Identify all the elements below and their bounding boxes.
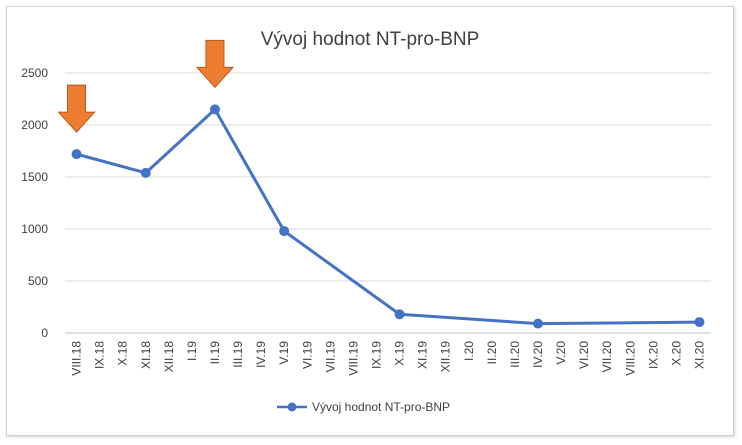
x-tick-label: XI.19 <box>416 341 430 369</box>
x-tick-label: VIII.20 <box>623 341 637 376</box>
data-point <box>140 167 151 178</box>
chart-frame <box>6 6 734 436</box>
x-tick-label: IX.18 <box>93 341 107 369</box>
data-point <box>209 104 220 115</box>
x-tick-label: XII.18 <box>162 341 176 373</box>
x-tick-label: IX.20 <box>646 341 660 369</box>
x-tick-label: I.19 <box>185 341 199 361</box>
arrow-down-icon <box>57 84 96 133</box>
x-tick-label: III.20 <box>508 341 522 368</box>
x-tick-label: XII.19 <box>439 341 453 373</box>
legend-label: Vývoj hodnot NT-pro-BNP <box>312 400 450 414</box>
data-point <box>694 317 705 328</box>
x-tick-label: II.19 <box>208 341 222 365</box>
x-tick-label: I.20 <box>462 341 476 361</box>
x-axis-ticks: VIII.18 IX.18 X.18 XI.18 XII.18 I.19 II.19 III.… <box>70 341 707 376</box>
legend: Vývoj hodnot NT-pro-BNP <box>277 400 450 414</box>
y-axis-ticks: 0 500 1000 1500 2000 2500 <box>21 66 48 340</box>
x-tick-label: V.19 <box>277 341 291 365</box>
x-tick-label: X.20 <box>669 341 683 366</box>
y-tick-label: 500 <box>28 274 48 288</box>
x-tick-label: III.19 <box>231 341 245 368</box>
x-tick-label: VI.20 <box>577 341 591 369</box>
x-tick-label: VIII.18 <box>70 341 84 376</box>
x-tick-label: XI.20 <box>692 341 706 369</box>
data-point <box>394 309 405 320</box>
x-tick-label: VIII.19 <box>346 341 360 376</box>
series-group <box>71 104 705 329</box>
x-tick-label: XI.18 <box>139 341 153 369</box>
y-tick-label: 1500 <box>21 170 48 184</box>
annotations <box>57 39 235 133</box>
gridlines <box>65 72 711 334</box>
series-line <box>76 107 700 326</box>
x-tick-label: IX.19 <box>369 341 383 369</box>
x-tick-label: VI.19 <box>300 341 314 369</box>
y-tick-label: 0 <box>41 326 48 340</box>
data-point <box>71 149 82 160</box>
arrow-down-icon <box>195 39 235 89</box>
x-tick-label: IV.20 <box>531 341 545 368</box>
x-tick-label: VII.19 <box>323 341 337 373</box>
x-tick-label: II.20 <box>485 341 499 365</box>
data-point <box>532 318 543 329</box>
chart-title: Vývoj hodnot NT-pro-BNP <box>261 29 480 50</box>
x-tick-label: X.18 <box>116 341 130 366</box>
data-point <box>279 226 290 237</box>
x-tick-label: VII.20 <box>600 341 614 373</box>
legend-marker <box>287 402 297 412</box>
x-tick-label: X.19 <box>393 341 407 366</box>
y-tick-label: 2000 <box>21 118 48 132</box>
y-tick-label: 1000 <box>21 222 48 236</box>
x-tick-label: V.20 <box>554 341 568 365</box>
x-tick-label: IV.19 <box>254 341 268 368</box>
y-tick-label: 2500 <box>21 66 48 80</box>
